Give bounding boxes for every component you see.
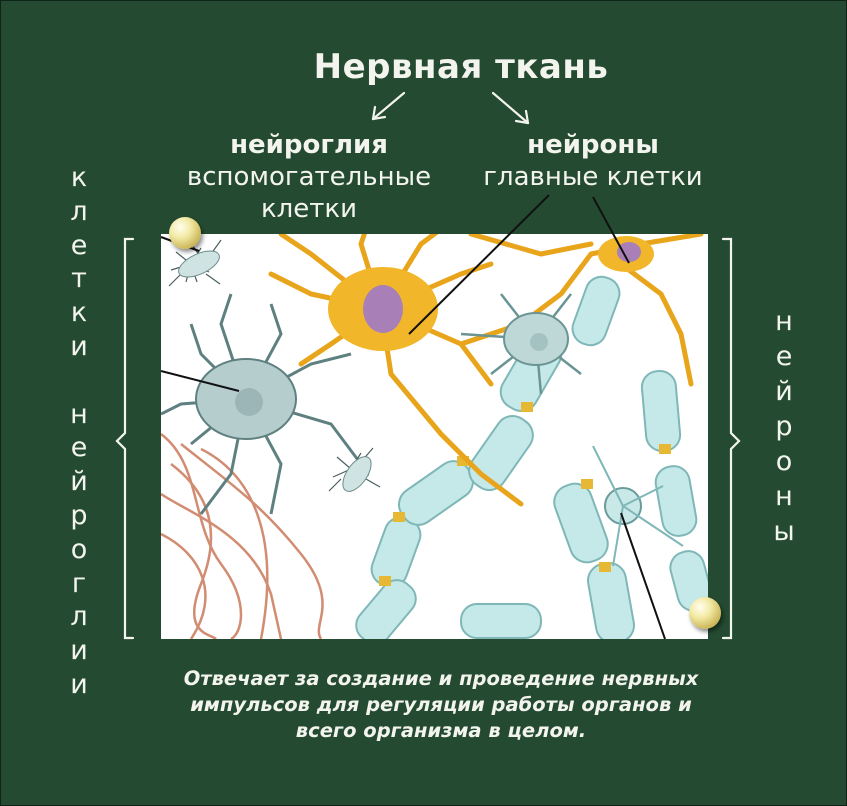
neuroglia-label: нейроглия вспомогательные клетки — [161, 129, 457, 225]
vertical-letter: л — [70, 195, 88, 227]
neurons-label-line2: главные клетки — [483, 162, 703, 192]
vertical-letter: т — [71, 263, 87, 295]
vertical-letter: о — [775, 446, 793, 477]
vertical-letter: й — [775, 376, 793, 407]
nerve-tissue-drawing — [160, 226, 713, 645]
description: Отвечает за создание и проведение нервны… — [161, 666, 721, 744]
pointer-lines — [160, 194, 666, 640]
vertical-letter: и — [70, 635, 88, 667]
vertical-letter: й — [70, 466, 88, 498]
page-title: Нервная ткань — [313, 47, 609, 87]
description-line1: Отвечает за создание и проведение нервны… — [183, 667, 699, 690]
vertical-letter: и — [70, 330, 88, 362]
vertical-letter: о — [70, 533, 88, 565]
neuroglia-label-line3: клетки — [260, 194, 358, 224]
vertical-letter: н — [70, 398, 88, 430]
arrow-to-neurons — [491, 91, 530, 125]
vertical-letter: р — [775, 411, 793, 442]
vertical-letter: н — [775, 306, 793, 337]
vertical-letter: к — [70, 162, 88, 193]
neuroglia-label-line1: нейроглия — [230, 130, 388, 160]
left-bracket — [115, 237, 135, 640]
vertical-letter: е — [775, 341, 793, 372]
arrow-to-neuroglia — [371, 91, 406, 121]
right-bracket — [721, 237, 741, 640]
nerve-tissue-illustration — [160, 226, 713, 645]
vertical-letter: и — [70, 668, 88, 700]
vertical-letter: н — [775, 481, 793, 512]
neurons-label: нейроны главные клетки — [461, 129, 725, 193]
neuron-nucleus — [363, 285, 403, 333]
reddish-fibers — [160, 433, 324, 641]
pushpin-bottom-right — [689, 597, 721, 629]
vertical-letter: г — [71, 567, 87, 599]
vertical-letter: к — [70, 297, 88, 329]
vertical-letter: р — [70, 499, 88, 531]
neuron-nucleus-2 — [617, 242, 641, 262]
vertical-letter: л — [70, 601, 88, 633]
astrocyte-nucleus — [235, 388, 263, 416]
description-line3: всего организма в целом. — [295, 719, 587, 742]
neurons-label-line1: нейроны — [527, 130, 659, 160]
description-line2: импульсов для регуляции работы органов и — [190, 693, 692, 716]
vertical-letter: е — [70, 229, 88, 261]
vertical-letter: е — [70, 432, 88, 464]
vertical-letter: ы — [773, 516, 795, 547]
pushpin-top-left — [169, 217, 201, 249]
neuroglia-label-line2: вспомогательные — [186, 162, 432, 192]
